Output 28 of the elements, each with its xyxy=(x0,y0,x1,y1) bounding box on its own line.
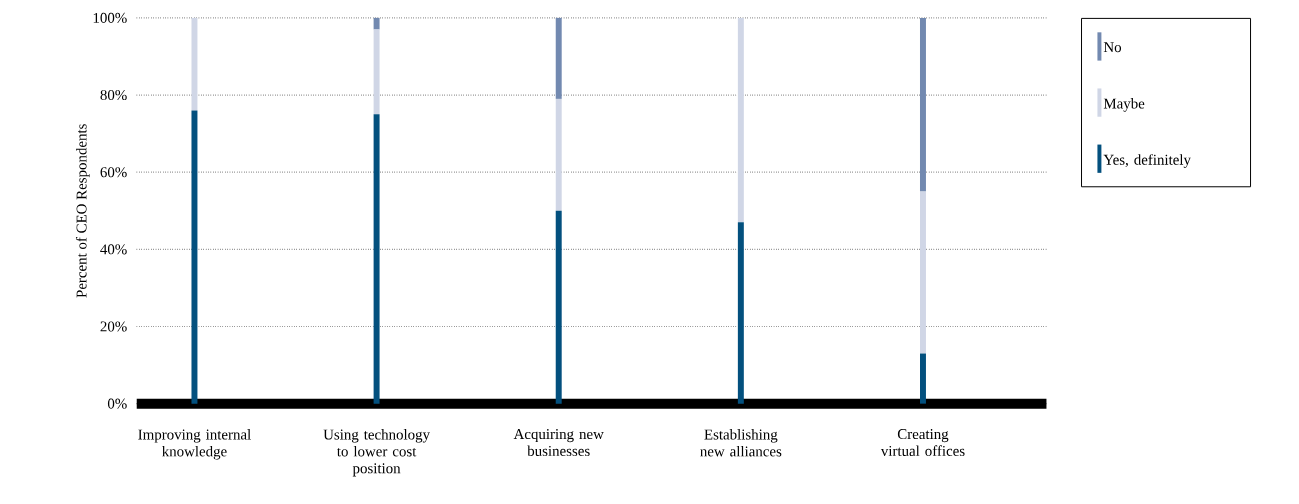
bar xyxy=(373,29,380,115)
y-tick-label: 20% xyxy=(100,321,127,332)
bar xyxy=(191,17,198,111)
x-tick-label: Improving internal knowledge xyxy=(138,429,251,460)
y-axis-title: Percent of CEO Respondents xyxy=(75,124,90,298)
bar xyxy=(737,222,744,404)
x-tick-label: Acquiring new businesses xyxy=(513,429,604,456)
y-tick-label: 0% xyxy=(107,398,127,409)
x-tick-label: Establishing new alliances xyxy=(700,429,782,457)
bar xyxy=(191,110,198,404)
y-tick-label: 100% xyxy=(93,12,127,23)
bar xyxy=(737,17,744,223)
bar xyxy=(919,353,926,404)
x-tick-label: Creating virtual offices xyxy=(880,429,965,456)
y-tick-label: 40% xyxy=(100,244,127,255)
legend-label: No xyxy=(1103,42,1122,53)
bar xyxy=(555,17,562,99)
y-tick-label: 60% xyxy=(100,167,127,178)
legend-label: Maybe xyxy=(1103,98,1145,112)
x-tick-label: Using technology to lower cost position xyxy=(323,429,430,477)
y-tick-label: 80% xyxy=(100,89,127,101)
legend-label: Yes, definitely xyxy=(1103,154,1191,168)
bar xyxy=(373,114,380,404)
bar xyxy=(919,17,926,192)
bar xyxy=(555,98,562,211)
bar xyxy=(373,17,380,30)
bar xyxy=(919,191,926,354)
bar xyxy=(555,210,562,404)
